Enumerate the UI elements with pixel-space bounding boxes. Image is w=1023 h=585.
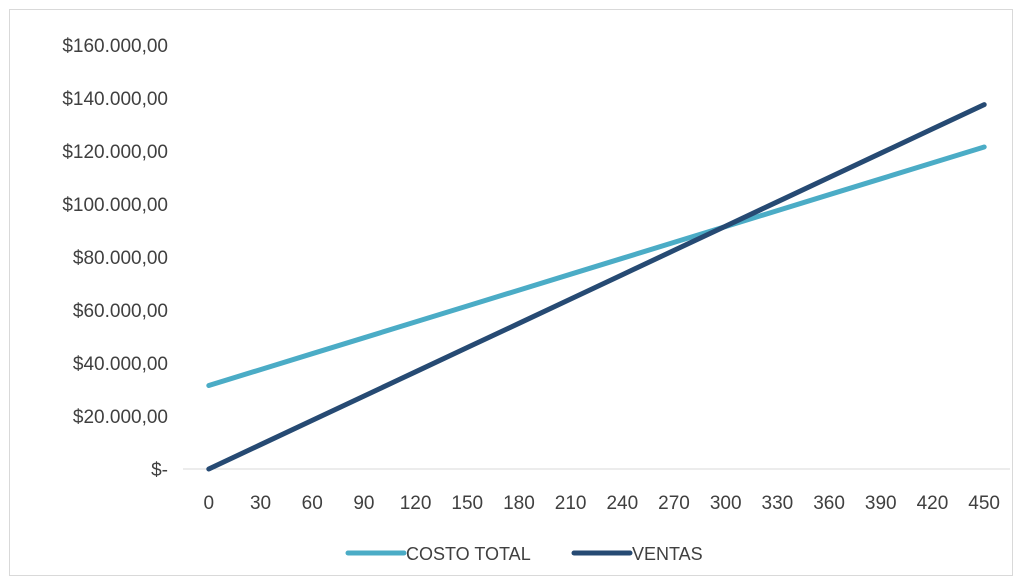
- y-tick-label: $160.000,00: [62, 36, 168, 57]
- x-tick-label: 390: [865, 493, 897, 514]
- y-tick-label: $20.000,00: [73, 407, 168, 428]
- legend-label: COSTO TOTAL: [406, 544, 531, 564]
- x-tick-label: 240: [606, 493, 638, 514]
- x-tick-label: 30: [250, 493, 271, 514]
- x-tick-label: 360: [813, 493, 845, 514]
- x-tick-label: 300: [710, 493, 742, 514]
- x-tick-label: 450: [968, 493, 1000, 514]
- y-tick-label: $80.000,00: [73, 248, 168, 269]
- x-tick-label: 60: [302, 493, 323, 514]
- y-tick-label: $100.000,00: [62, 195, 168, 216]
- legend-label: VENTAS: [632, 544, 703, 564]
- y-axis-tick-labels: $- $20.000,00 $40.000,00 $60.000,00 $80.000,…: [62, 36, 168, 481]
- y-tick-label: $60.000,00: [73, 301, 168, 322]
- x-tick-label: 120: [400, 493, 432, 514]
- x-tick-label: 0: [204, 493, 215, 514]
- y-tick-label: $-: [151, 460, 168, 481]
- y-tick-label: $140.000,00: [62, 89, 168, 110]
- y-tick-label: $120.000,00: [62, 142, 168, 163]
- x-tick-label: 90: [353, 493, 374, 514]
- x-tick-label: 330: [762, 493, 794, 514]
- series-line-costo-total: [206, 144, 987, 388]
- x-axis-tick-labels: 0 30 60 90 120 150 180 210 240 270 300 330 360 390 420…: [204, 493, 1000, 514]
- y-tick-label: $40.000,00: [73, 354, 168, 375]
- x-tick-label: 420: [917, 493, 949, 514]
- x-tick-label: 210: [555, 493, 587, 514]
- series-line-ventas: [206, 102, 987, 472]
- x-tick-label: 180: [503, 493, 535, 514]
- legend: COSTO TOTAL VENTAS: [345, 544, 703, 564]
- series-lines: [206, 102, 987, 472]
- x-tick-label: 270: [658, 493, 690, 514]
- x-tick-label: 150: [451, 493, 483, 514]
